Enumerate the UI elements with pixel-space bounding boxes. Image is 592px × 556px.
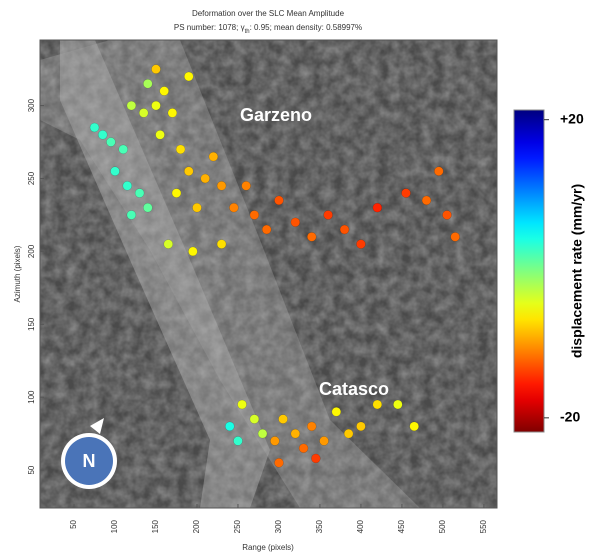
data-point — [176, 145, 185, 154]
y-tick-label: 300 — [27, 98, 36, 112]
chart-subtitle: PS number: 1078; γth: 0.95; mean density… — [174, 23, 362, 34]
data-point — [422, 196, 431, 205]
data-point — [250, 415, 259, 424]
x-tick-label: 500 — [438, 519, 447, 533]
data-point — [307, 232, 316, 241]
chart-title: Deformation over the SLC Mean Amplitude — [192, 9, 345, 18]
data-point — [344, 429, 353, 438]
data-point — [135, 189, 144, 198]
data-point — [410, 422, 419, 431]
data-point — [151, 65, 160, 74]
data-point — [156, 130, 165, 139]
data-point — [188, 247, 197, 256]
page: {"chart_data":{"type":"scatter","title":… — [0, 0, 592, 556]
x-tick-label: 400 — [356, 519, 365, 533]
data-point — [172, 189, 181, 198]
data-point — [229, 203, 238, 212]
data-point — [111, 167, 120, 176]
x-tick-label: 100 — [110, 519, 119, 533]
y-tick-label: 50 — [27, 465, 36, 474]
data-point — [184, 72, 193, 81]
data-point — [209, 152, 218, 161]
data-point — [373, 400, 382, 409]
data-point — [279, 415, 288, 424]
data-point — [127, 210, 136, 219]
data-point — [250, 210, 259, 219]
data-point — [356, 240, 365, 249]
annotation: N — [83, 451, 96, 471]
annotation: Garzeno — [240, 105, 312, 125]
data-point — [225, 422, 234, 431]
x-tick-label: 350 — [315, 519, 324, 533]
x-tick-label: 50 — [69, 519, 78, 528]
data-point — [291, 429, 300, 438]
data-point — [320, 436, 329, 445]
y-tick-label: 100 — [27, 390, 36, 404]
data-point — [184, 167, 193, 176]
x-tick-label: 550 — [479, 519, 488, 533]
data-point — [238, 400, 247, 409]
data-point — [143, 79, 152, 88]
subtitle-part: PS number: 1078; γ — [174, 23, 245, 32]
data-point — [270, 436, 279, 445]
data-point — [217, 240, 226, 249]
x-tick-label: 250 — [233, 519, 242, 533]
y-tick-label: 250 — [27, 171, 36, 185]
data-point — [356, 422, 365, 431]
data-point — [324, 210, 333, 219]
data-point — [160, 87, 169, 96]
data-point — [233, 436, 242, 445]
data-point — [201, 174, 210, 183]
data-point — [442, 210, 451, 219]
data-point — [299, 444, 308, 453]
colorbar-tick-label: +20 — [560, 110, 584, 126]
data-point — [98, 130, 107, 139]
data-point — [143, 203, 152, 212]
x-tick-label: 450 — [397, 519, 406, 533]
data-point — [217, 181, 226, 190]
x-tick-label: 200 — [192, 519, 201, 533]
data-point — [311, 454, 320, 463]
data-point — [393, 400, 402, 409]
data-point — [434, 167, 443, 176]
data-point — [127, 101, 136, 110]
data-point — [119, 145, 128, 154]
data-point — [242, 181, 251, 190]
data-point — [123, 181, 132, 190]
x-axis-label: Range (pixels) — [242, 543, 294, 552]
data-point — [262, 225, 271, 234]
data-point — [373, 203, 382, 212]
subtitle-part: : 0.95; mean density: 0.58997% — [250, 23, 363, 32]
data-point — [258, 429, 267, 438]
colorbar-tick-label: -20 — [560, 409, 580, 425]
chart: Deformation over the SLC Mean Amplitude … — [0, 0, 592, 556]
data-point — [139, 108, 148, 117]
data-point — [192, 203, 201, 212]
data-point — [291, 218, 300, 227]
y-tick-label: 200 — [27, 244, 36, 258]
data-point — [332, 407, 341, 416]
data-point — [307, 422, 316, 431]
data-point — [151, 101, 160, 110]
data-point — [451, 232, 460, 241]
data-point — [164, 240, 173, 249]
data-point — [340, 225, 349, 234]
data-point — [90, 123, 99, 132]
x-tick-label: 150 — [151, 519, 160, 533]
data-point — [274, 196, 283, 205]
x-tick-label: 300 — [274, 519, 283, 533]
data-point — [402, 189, 411, 198]
y-axis-label: Azimuth (pixels) — [13, 245, 22, 302]
colorbar-label: displacement rate (mm/yr) — [569, 184, 585, 358]
data-point — [106, 138, 115, 147]
data-point — [168, 108, 177, 117]
y-tick-label: 150 — [27, 317, 36, 331]
data-point — [274, 458, 283, 467]
annotation: Catasco — [319, 379, 389, 399]
colorbar — [514, 110, 544, 432]
